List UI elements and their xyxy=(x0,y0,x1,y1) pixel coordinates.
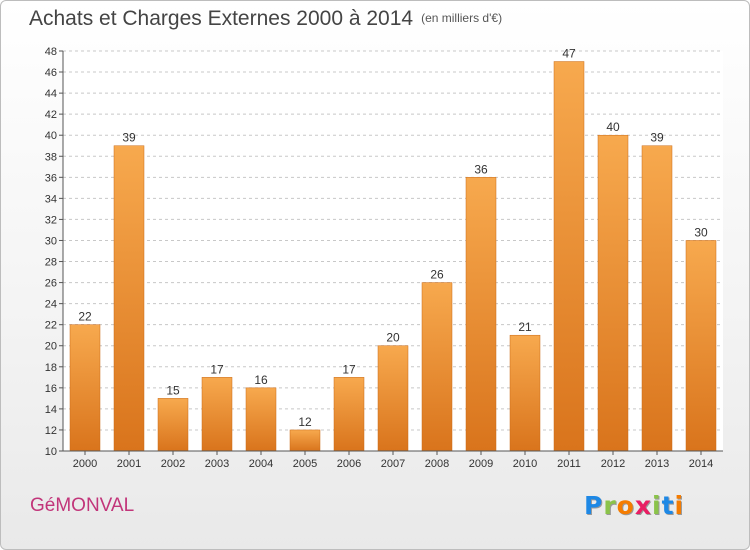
y-tick-label: 34 xyxy=(45,193,57,205)
logo-letter: r xyxy=(603,491,617,520)
x-tick-label: 2011 xyxy=(557,458,581,470)
x-tick-label: 2013 xyxy=(645,458,669,470)
bar-value-label: 22 xyxy=(78,310,92,324)
bar-value-label: 20 xyxy=(386,331,400,345)
bar-value-label: 16 xyxy=(254,373,268,387)
bar-2006 xyxy=(333,377,365,452)
logo-letter: t xyxy=(661,491,675,520)
bar-value-label: 39 xyxy=(650,131,664,145)
bar-2005 xyxy=(289,429,321,452)
bar-value-label: 30 xyxy=(694,225,708,239)
bar-2007 xyxy=(377,345,409,452)
bars: 22 39 15 17 16 12 17 20 26 36 21 47 40 39 30 xyxy=(69,47,717,452)
logo-letter: i xyxy=(652,491,662,520)
bar-2009 xyxy=(465,177,497,452)
x-tick-label: 2014 xyxy=(689,458,713,470)
y-axis-labels: 10 12 14 16 18 20 22 24 26 28 30 32 34 36 38 40 42 44 46 48 xyxy=(45,46,63,458)
bar-2011 xyxy=(553,61,585,452)
y-tick-label: 24 xyxy=(45,299,57,311)
logo-letter: P xyxy=(584,491,604,520)
y-tick-label: 14 xyxy=(45,404,57,416)
y-tick-label: 28 xyxy=(45,257,57,269)
bar-2014 xyxy=(685,240,717,452)
y-tick-label: 12 xyxy=(45,425,57,437)
bar-value-label: 21 xyxy=(518,320,532,334)
commune-name: GéMONVAL xyxy=(30,495,135,516)
bar-value-label: 40 xyxy=(606,120,620,134)
y-tick-label: 30 xyxy=(45,235,57,247)
bar-value-label: 12 xyxy=(298,415,312,429)
title-text: Achats et Charges Externes 2000 à 2014 xyxy=(29,7,414,30)
y-tick-label: 20 xyxy=(45,341,57,353)
logo-letter: x xyxy=(634,491,652,520)
y-tick-label: 10 xyxy=(45,446,57,458)
logo-letter: i xyxy=(674,491,685,520)
bar-2003 xyxy=(201,377,233,452)
bar-2001 xyxy=(113,145,145,452)
x-tick-label: 2001 xyxy=(117,458,141,470)
x-tick-label: 2012 xyxy=(601,458,625,470)
x-axis-labels: 2000 2001 2002 2003 2004 2005 2006 2007 2008 2009… xyxy=(73,451,713,470)
proxiti-logo: Proxiti xyxy=(584,491,684,520)
y-tick-label: 40 xyxy=(45,130,57,142)
subtitle-text: (en milliers d'€) xyxy=(421,11,503,25)
bar-value-label: 47 xyxy=(562,47,576,61)
x-tick-label: 2005 xyxy=(293,458,317,470)
bar-2012 xyxy=(597,134,629,452)
y-tick-label: 46 xyxy=(45,67,57,79)
y-tick-label: 26 xyxy=(45,278,57,290)
x-tick-label: 2007 xyxy=(381,458,405,470)
chart-title: Achats et Charges Externes 2000 à 2014 (e… xyxy=(29,7,502,31)
y-tick-label: 42 xyxy=(45,109,57,121)
y-tick-label: 18 xyxy=(45,362,57,374)
y-tick-label: 36 xyxy=(45,172,57,184)
bar-2013 xyxy=(641,145,673,452)
x-tick-label: 2010 xyxy=(513,458,537,470)
x-tick-label: 2000 xyxy=(73,458,97,470)
x-tick-label: 2002 xyxy=(161,458,185,470)
bar-2008 xyxy=(421,282,453,452)
y-tick-label: 44 xyxy=(45,88,57,100)
y-tick-label: 38 xyxy=(45,151,57,163)
logo-letter: o xyxy=(616,491,635,520)
x-tick-label: 2003 xyxy=(205,458,229,470)
y-tick-label: 22 xyxy=(45,320,57,332)
bar-value-label: 39 xyxy=(122,131,136,145)
y-tick-label: 32 xyxy=(45,214,57,226)
y-tick-label: 16 xyxy=(45,383,57,395)
x-tick-label: 2009 xyxy=(469,458,493,470)
bar-2010 xyxy=(509,334,541,452)
y-tick-label: 48 xyxy=(45,46,57,58)
x-tick-label: 2006 xyxy=(337,458,361,470)
bar-value-label: 15 xyxy=(166,383,180,397)
bar-value-label: 17 xyxy=(210,362,224,376)
bar-value-label: 26 xyxy=(430,268,444,282)
bar-2004 xyxy=(245,387,277,452)
bar-value-label: 36 xyxy=(474,162,488,176)
x-tick-label: 2008 xyxy=(425,458,449,470)
x-tick-label: 2004 xyxy=(249,458,273,470)
bar-value-label: 17 xyxy=(342,362,356,376)
bar-2000 xyxy=(69,324,101,452)
bar-2002 xyxy=(157,398,189,452)
